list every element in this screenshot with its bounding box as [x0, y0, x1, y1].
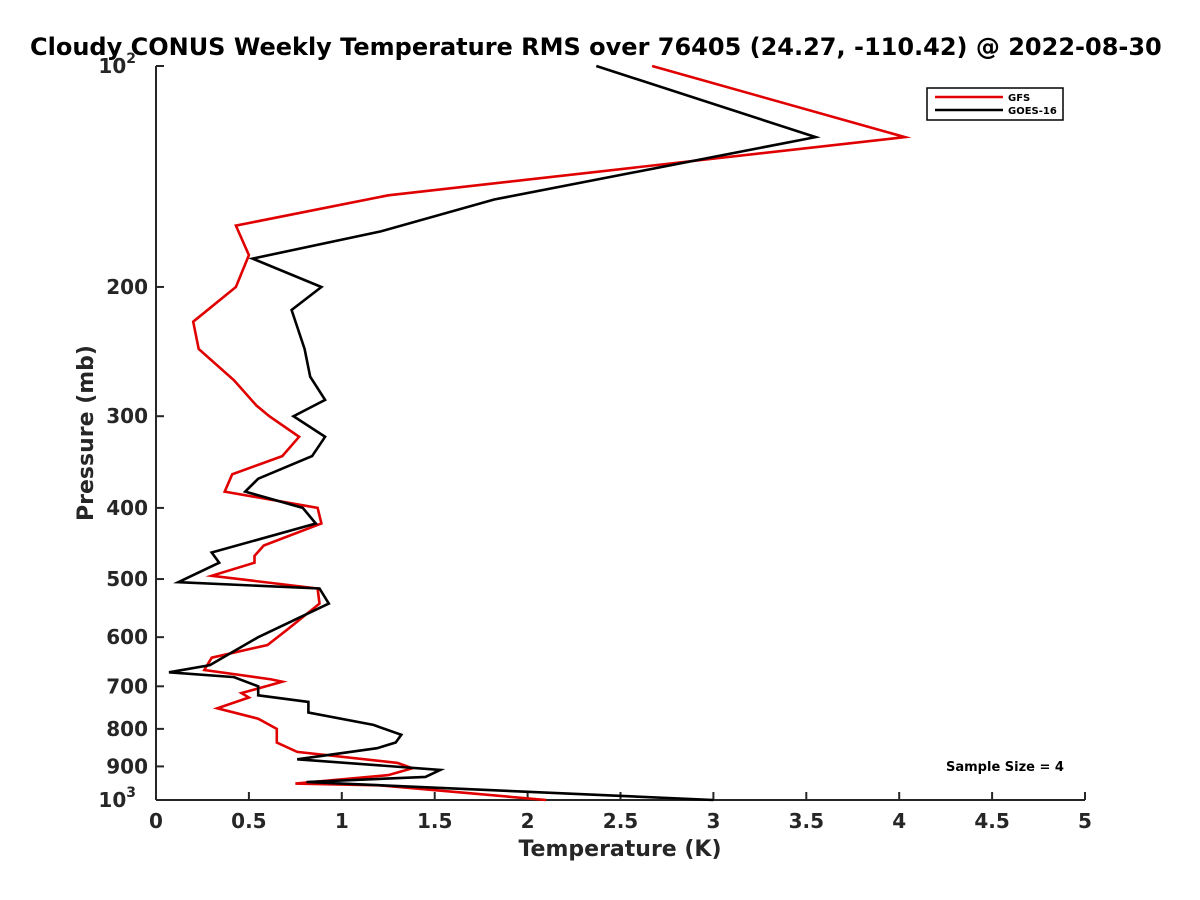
x-tick-label: 4: [892, 809, 906, 833]
chart-title: Cloudy CONUS Weekly Temperature RMS over…: [30, 33, 1162, 61]
y-tick-label: 200: [106, 275, 148, 299]
legend-box: [926, 87, 1064, 121]
x-axis-label: Temperature (K): [518, 837, 721, 862]
y-tick-label: 800: [106, 717, 148, 741]
x-tick-label: 1.5: [417, 809, 452, 833]
series-line-gfs: [191, 64, 912, 802]
x-ticks: 0 0.5 1 1.5 2 2.5 3 3.5 4 4.5 5: [149, 792, 1092, 833]
x-tick-label: 3.5: [789, 809, 824, 833]
series-lines: [168, 64, 912, 802]
x-tick-label: 4.5: [974, 809, 1009, 833]
x-tick-label: 0.5: [231, 809, 266, 833]
sample-size-annotation: Sample Size = 4: [946, 760, 1064, 775]
x-tick-label: 1: [335, 809, 349, 833]
legend-label-goes16: GOES-16: [1008, 106, 1057, 117]
legend: GFS GOES-16: [926, 87, 1064, 121]
series-line-goes16: [168, 64, 821, 802]
x-tick-label: 5: [1078, 809, 1092, 833]
y-tick-label: 500: [106, 567, 148, 591]
y-axis-label: Pressure (mb): [74, 345, 99, 521]
y-tick-label: 300: [106, 404, 148, 428]
x-tick-label: 2: [521, 809, 535, 833]
legend-label-gfs: GFS: [1008, 93, 1030, 104]
y-tick-label: 600: [106, 625, 148, 649]
y-tick-label: 102: [98, 51, 136, 78]
y-tick-label: 103: [98, 785, 136, 812]
y-tick-label: 400: [106, 496, 148, 520]
y-tick-label: 700: [106, 674, 148, 698]
x-tick-label: 0: [149, 809, 163, 833]
x-tick-label: 3: [706, 809, 720, 833]
y-tick-label: 900: [106, 754, 148, 778]
y-ticks: 102 200 300 400 500 600 700 800 900 103: [98, 51, 164, 812]
x-tick-label: 2.5: [603, 809, 638, 833]
